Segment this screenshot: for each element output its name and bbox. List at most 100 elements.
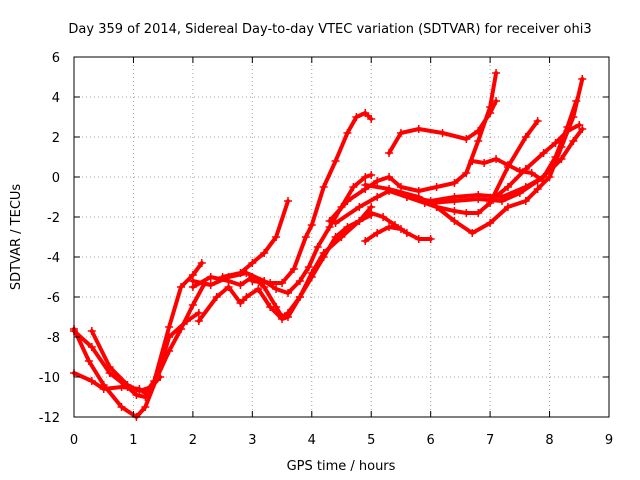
data-point	[266, 303, 275, 311]
data-point	[474, 195, 483, 203]
data-point	[492, 69, 501, 77]
data-point	[521, 197, 530, 205]
data-point	[527, 169, 536, 177]
data-point	[254, 285, 263, 293]
data-point	[355, 203, 364, 211]
data-point	[450, 179, 459, 187]
data-point	[177, 325, 185, 333]
data-point	[515, 167, 524, 175]
x-tick-label: 4	[308, 433, 316, 448]
data-point	[361, 237, 370, 245]
data-point	[468, 157, 477, 165]
data-point	[307, 221, 316, 229]
data-point	[503, 183, 512, 191]
data-point	[260, 249, 269, 257]
data-point	[438, 129, 447, 137]
data-point	[486, 219, 495, 227]
data-point	[396, 183, 405, 191]
data-point	[396, 225, 405, 233]
data-point	[87, 327, 96, 335]
data-point	[503, 161, 512, 169]
data-point	[307, 273, 316, 281]
data-point	[450, 217, 459, 225]
y-tick-label: 6	[52, 51, 60, 66]
data-point	[474, 137, 483, 145]
data-point	[236, 269, 245, 277]
data-point	[414, 235, 423, 243]
data-point	[385, 223, 394, 231]
data-point	[325, 217, 334, 225]
series-track-10	[325, 69, 501, 225]
data-point	[480, 159, 489, 167]
data-point	[188, 301, 197, 309]
data-point	[194, 309, 203, 317]
data-point	[572, 97, 581, 105]
data-point	[373, 229, 382, 237]
data-point	[141, 403, 150, 411]
data-point	[379, 213, 388, 221]
data-point	[313, 243, 322, 251]
x-tick-label: 5	[367, 433, 375, 448]
data-point	[575, 121, 584, 129]
data-point	[450, 197, 459, 205]
data-point	[194, 317, 203, 325]
data-point	[105, 363, 114, 371]
data-point	[206, 281, 215, 289]
data-point	[301, 233, 310, 241]
data-point	[147, 383, 156, 391]
data-point	[545, 167, 554, 175]
data-point	[284, 197, 292, 205]
data-point	[563, 127, 572, 135]
data-point	[212, 293, 221, 301]
data-point	[498, 197, 506, 205]
data-point	[367, 209, 376, 217]
data-point	[557, 155, 566, 163]
data-point	[123, 381, 132, 389]
chart-title: Day 359 of 2014, Sidereal Day-to-day VTE…	[68, 22, 591, 37]
y-tick-label: -6	[47, 291, 60, 306]
data-point	[206, 273, 215, 281]
y-axis-label: SDTVAR / TECUs	[9, 184, 24, 291]
x-tick-label: 3	[248, 433, 256, 448]
x-tick-label: 8	[545, 433, 553, 448]
data-point	[426, 199, 435, 207]
data-point	[284, 313, 292, 321]
data-point	[224, 283, 233, 291]
x-tick-label: 6	[427, 433, 435, 448]
data-point	[373, 177, 382, 185]
data-point	[533, 185, 542, 193]
data-point	[551, 139, 560, 147]
data-point	[402, 229, 411, 237]
data-point	[248, 259, 257, 267]
data-point	[486, 197, 495, 205]
data-point	[165, 323, 174, 331]
y-tick-label: 0	[52, 171, 60, 186]
data-point	[331, 157, 340, 165]
x-axis-label: GPS time / hours	[287, 459, 396, 474]
series-track-13	[361, 223, 405, 245]
data-point	[503, 203, 512, 211]
data-point	[474, 209, 483, 217]
data-point	[304, 263, 313, 271]
data-point	[295, 277, 304, 285]
data-point	[242, 293, 251, 301]
data-point	[578, 75, 587, 83]
data-point	[117, 383, 126, 391]
series-line	[333, 119, 540, 225]
data-point	[492, 155, 501, 163]
data-point	[361, 173, 370, 181]
data-point	[515, 189, 524, 197]
data-point	[462, 209, 471, 217]
data-point	[319, 253, 328, 261]
y-tick-label: -10	[39, 371, 60, 386]
y-tick-label: 4	[52, 91, 60, 106]
data-point	[331, 219, 340, 227]
data-point	[402, 193, 411, 201]
data-point	[117, 403, 126, 411]
x-tick-label: 9	[605, 433, 613, 448]
data-point	[539, 177, 548, 185]
x-tick-label: 7	[486, 433, 494, 448]
series-track-17	[426, 125, 587, 207]
y-tick-label: 2	[52, 131, 60, 146]
y-tick-label: -2	[47, 211, 60, 226]
